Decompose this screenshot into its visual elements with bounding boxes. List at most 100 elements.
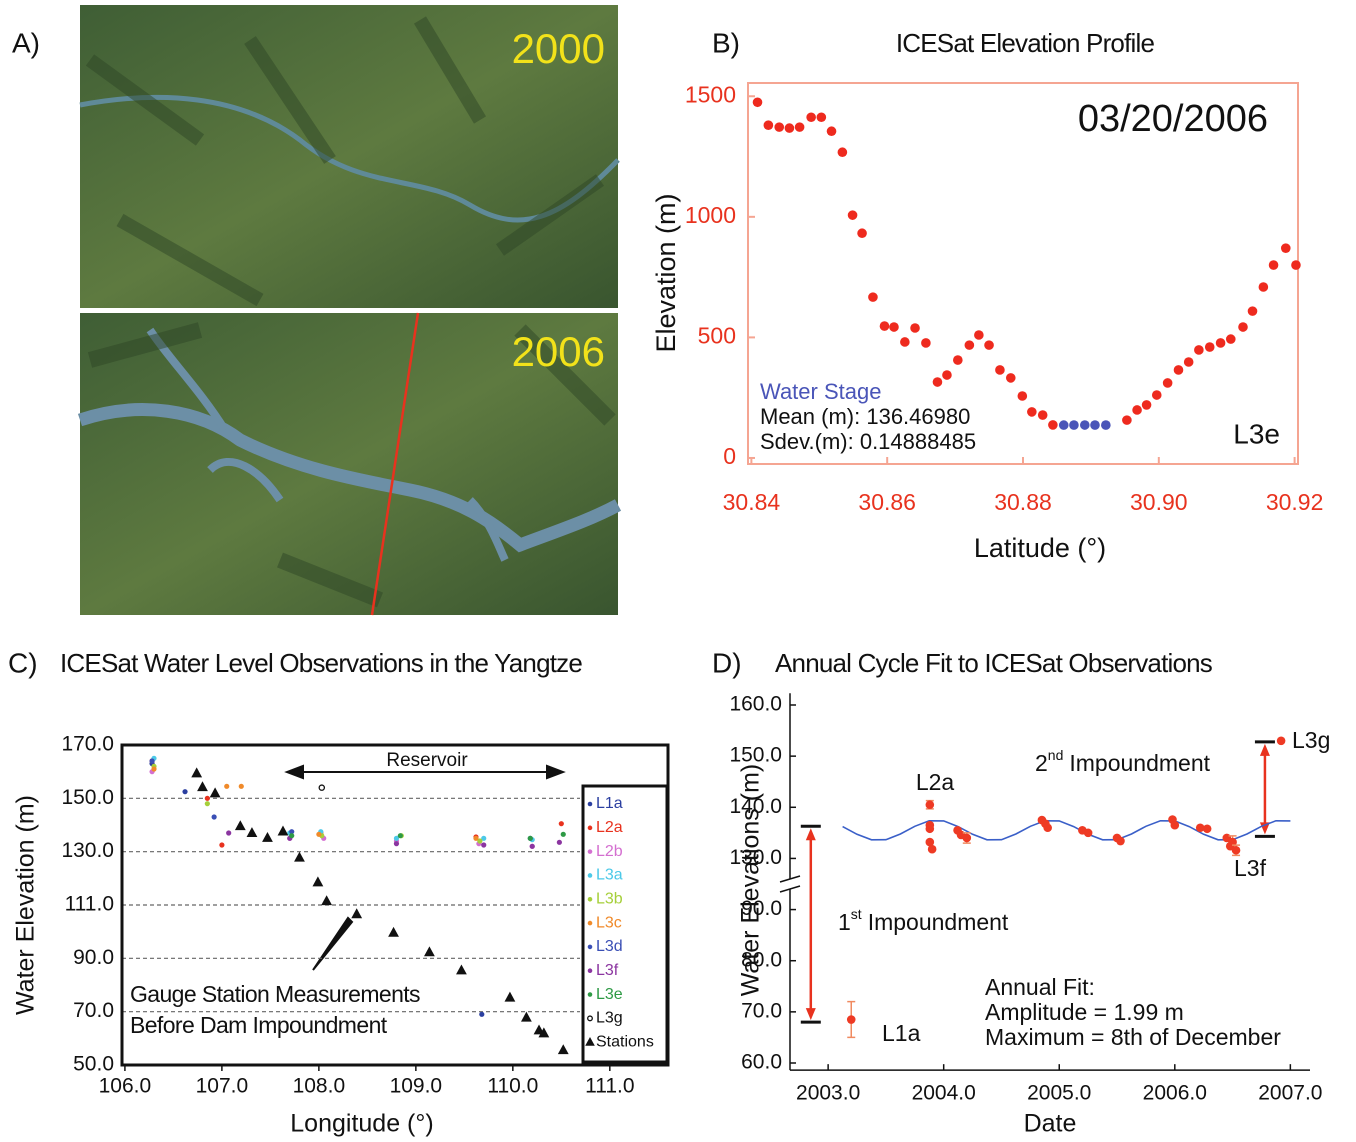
data-point <box>953 355 963 365</box>
data-point <box>397 833 403 839</box>
data-point <box>479 1011 485 1017</box>
data-point <box>752 97 763 108</box>
data-point <box>529 843 535 849</box>
annotation: 2nd Impoundment <box>1035 747 1211 776</box>
data-point <box>351 908 363 919</box>
data-point <box>246 827 258 838</box>
data-point <box>927 844 937 854</box>
y-tick-label: 1500 <box>685 81 736 107</box>
data-point <box>556 839 562 845</box>
data-point <box>847 210 858 220</box>
data-point <box>1173 365 1184 375</box>
arrow-head <box>805 828 816 841</box>
data-point <box>211 814 217 820</box>
data-point <box>289 833 295 839</box>
annotation: Maximum = 8th of December <box>985 1024 1281 1050</box>
data-point <box>191 767 203 778</box>
y-tick-label: 130.0 <box>61 839 114 862</box>
data-point <box>558 821 564 827</box>
annotation: Mean (m): 136.46980 <box>760 404 970 429</box>
legend-label: L3g <box>596 1010 623 1027</box>
fit-line <box>842 819 1291 841</box>
legend-marker <box>587 944 593 950</box>
x-tick-label: 30.92 <box>1266 489 1324 515</box>
legend-label: L2a <box>596 819 623 836</box>
legend-label: Stations <box>596 1033 654 1050</box>
panel-label: A) <box>12 27 40 58</box>
data-point <box>504 991 516 1002</box>
y-tick-label: 500 <box>698 322 736 348</box>
chart-title: Annual Cycle Fit to ICESat Observations <box>775 648 1213 678</box>
y-tick-label: 111.0 <box>65 893 114 916</box>
annotation: 1st Impoundment <box>838 906 1009 935</box>
y-axis-label: Water Elevations (m) <box>737 764 765 996</box>
y-axis-label: Elevation (m) <box>651 193 681 352</box>
data-point <box>925 837 935 847</box>
y-tick-label: 130.0 <box>729 846 782 869</box>
data-point <box>1247 306 1258 316</box>
data-point <box>481 842 487 848</box>
panel-label: B) <box>712 27 740 58</box>
data-point <box>388 926 399 937</box>
x-tick-label: 30.88 <box>994 489 1052 515</box>
annotation: Sdev.(m): 0.14888485 <box>760 429 976 454</box>
legend-marker <box>587 968 593 974</box>
data-point <box>1048 420 1058 430</box>
data-point <box>1141 400 1152 410</box>
data-point <box>921 338 931 348</box>
data-point <box>925 824 935 834</box>
data-point <box>1162 378 1173 388</box>
data-point <box>1090 420 1100 430</box>
data-point <box>995 365 1005 375</box>
data-point <box>1202 824 1212 834</box>
annotation: Impoundment <box>868 909 1009 935</box>
legend-label: L2b <box>596 843 623 860</box>
annotation: Impoundment <box>1069 750 1210 776</box>
data-point <box>774 122 785 132</box>
data-point <box>816 112 827 123</box>
x-axis-label: Latitude (°) <box>974 533 1106 563</box>
x-tick-label: 108.0 <box>293 1075 346 1098</box>
x-axis-label: Longitude (°) <box>290 1110 433 1138</box>
axis-break <box>779 875 801 893</box>
data-point <box>393 841 400 847</box>
data-point <box>964 340 975 350</box>
legend-label: L3e <box>596 986 623 1003</box>
data-point <box>473 835 479 841</box>
image-year: 2006 <box>512 328 605 375</box>
data-point <box>424 946 435 957</box>
data-point <box>197 781 208 792</box>
data-point <box>1083 828 1093 838</box>
x-tick-label: 2005.0 <box>1027 1082 1091 1105</box>
satellite-images <box>77 5 622 616</box>
data-point <box>942 370 952 380</box>
data-point <box>1258 282 1269 292</box>
chart-title: ICESat Elevation Profile <box>896 28 1155 58</box>
data-point <box>1132 405 1142 415</box>
data-point <box>1122 415 1132 425</box>
legend-marker <box>587 896 593 902</box>
data-point <box>316 831 322 837</box>
data-point <box>1204 342 1215 352</box>
panel-label: D) <box>712 647 742 678</box>
y-axis-label: Water Elevation (m) <box>12 795 40 1015</box>
data-point <box>1183 357 1194 367</box>
data-point <box>456 964 467 975</box>
data-point <box>1268 260 1279 270</box>
data-point <box>224 783 230 789</box>
data-point <box>238 783 244 789</box>
y-tick-label: 1000 <box>685 202 736 228</box>
legend-marker <box>587 920 593 926</box>
x-tick-label: 111.0 <box>585 1075 634 1098</box>
data-point <box>318 784 326 791</box>
annotation: 03/20/2006 <box>1078 98 1268 140</box>
y-tick-label: 0 <box>723 443 736 469</box>
data-point <box>1151 390 1162 400</box>
annotation: Annual Fit: <box>985 974 1095 1000</box>
data-point <box>1170 820 1180 830</box>
y-tick-label: 160.0 <box>729 693 782 716</box>
data-point <box>794 122 805 132</box>
data-point <box>151 766 157 772</box>
x-tick-label: 109.0 <box>390 1075 443 1098</box>
legend-marker <box>585 1036 595 1046</box>
